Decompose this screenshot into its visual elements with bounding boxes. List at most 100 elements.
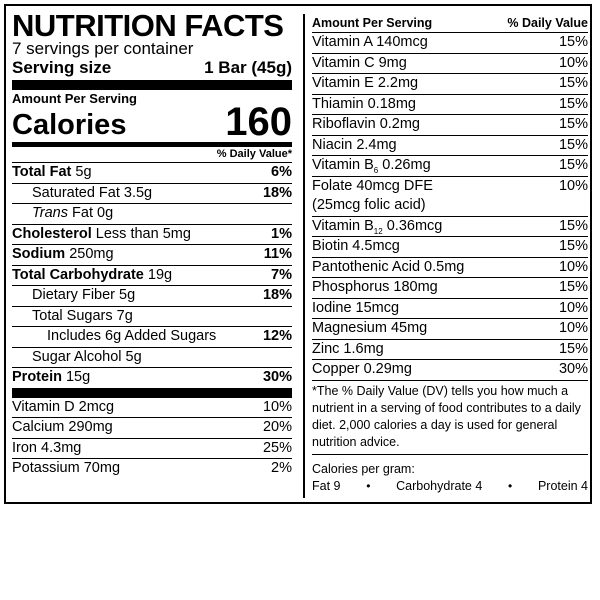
vitamin-name: Vitamin B	[312, 217, 374, 234]
vitamin-name: Vitamin B	[312, 157, 374, 173]
vitamin-row-iodine: Iodine 15mcg 10%	[312, 299, 588, 319]
vitamin-dv: 10%	[558, 320, 588, 336]
nutrient-amount: 7g	[116, 307, 133, 324]
nutrient-row-total-carbohydrate: Total Carbohydrate 19g 7%	[12, 266, 292, 286]
nutrient-name: Protein	[12, 369, 62, 385]
nutrient-name: Includes 6g Added Sugars	[47, 328, 217, 344]
vitamin-row-vitamin-a: Vitamin A 140mcg 15%	[312, 33, 588, 54]
nutrient-amount: 5g	[75, 164, 92, 180]
vitamin-subscript: 12	[373, 226, 383, 236]
vitamin-name: Thiamin 0.18mg	[312, 95, 416, 112]
nutrient-row-sugar-alcohol: Sugar Alcohol 5g	[12, 348, 292, 368]
vitamin-dv: 30%	[558, 361, 588, 377]
nutrient-amount: 5g	[125, 348, 142, 365]
serving-size-value: 1 Bar (45g)	[204, 58, 292, 77]
vitamin-name: Zinc 1.6mg	[312, 340, 384, 357]
vitamin-row-vitamin-c: Vitamin C 9mg 10%	[312, 54, 588, 74]
nutrient-amount: 250mg	[69, 246, 114, 262]
vitamin-row-folate: Folate 40mcg DFE (25mcg folic acid) 10%	[312, 177, 588, 217]
nutrient-name-italic: Trans	[32, 205, 68, 221]
nutrient-amount: 3.5g	[123, 184, 153, 201]
calories-value: 160	[225, 100, 292, 144]
vitamin-name: Copper 0.29mg	[312, 361, 412, 377]
vitamin-amount: 0.26mg	[378, 157, 431, 173]
nutrient-amount: 0g	[97, 205, 114, 221]
medium-divider	[12, 142, 292, 147]
vitamin-name: Vitamin E 2.2mg	[312, 75, 419, 91]
daily-value-header: % Daily Value*	[12, 147, 292, 163]
nutrient-name: Total Fat	[12, 164, 72, 180]
bullet-separator: •	[508, 478, 513, 493]
servings-per-container: 7 servings per container	[12, 39, 194, 58]
nutrient-amount: 5g	[119, 287, 136, 303]
nutrient-name: Dietary Fiber	[32, 287, 115, 303]
column-divider	[303, 14, 305, 498]
vitamin-dv: 10%	[558, 177, 588, 194]
nutrient-row-protein: Protein 15g 30%	[12, 368, 292, 388]
right-header-amount-label: Amount Per Serving	[312, 16, 433, 30]
right-header: Amount Per Serving % Daily Value	[312, 14, 588, 33]
nutrient-dv: 7%	[271, 266, 292, 283]
right-column: Amount Per Serving % Daily Value Vitamin…	[312, 14, 588, 495]
vitamin-dv: 2%	[271, 460, 292, 476]
nutrient-row-saturated-fat: Saturated Fat 3.5g 18%	[12, 184, 292, 204]
vitamin-amount: 0.36mcg	[382, 217, 443, 234]
panel-title: NUTRITION FACTS	[12, 8, 284, 43]
nutrient-name: Sodium	[12, 246, 66, 262]
vitamin-row-iron: Iron 4.3mg 25%	[12, 439, 292, 459]
nutrient-dv: 18%	[262, 184, 292, 201]
vitamin-dv: 15%	[558, 157, 588, 173]
vitamin-name: Vitamin A 140mcg	[312, 34, 428, 50]
nutrient-row-trans-fat: Trans Fat 0g	[12, 204, 292, 225]
vitamin-name: Iodine 15mcg	[312, 299, 400, 316]
vitamin-row-vitamin-d: Vitamin D 2mcg 10%	[12, 398, 292, 418]
nutrient-dv: 11%	[263, 246, 292, 262]
serving-size-row: Serving size 1 Bar (45g)	[12, 58, 292, 78]
amount-per-serving-label: Amount Per Serving	[12, 91, 137, 106]
vitamin-row-riboflavin: Riboflavin 0.2mg 15%	[312, 115, 588, 136]
nutrient-dv: 30%	[262, 369, 292, 385]
vitamin-row-pantothenic-acid: Pantothenic Acid 0.5mg 10%	[312, 258, 588, 278]
nutrient-row-total-fat: Total Fat 5g 6%	[12, 163, 292, 184]
vitamin-name: Iron	[12, 439, 37, 456]
right-header-dv-label: % Daily Value	[507, 16, 588, 30]
vitamin-row-potassium: Potassium 70mg 2%	[12, 459, 292, 479]
calories-per-gram-carbohydrate: Carbohydrate 4	[396, 478, 483, 493]
vitamin-dv: 15%	[558, 34, 588, 50]
nutrient-row-sodium: Sodium 250mg 11%	[12, 245, 292, 266]
vitamin-dv: 15%	[558, 75, 588, 91]
thick-divider	[12, 387, 292, 398]
vitamin-dv: 20%	[262, 419, 292, 435]
vitamin-row-vitamin-e: Vitamin E 2.2mg 15%	[312, 74, 588, 95]
vitamin-row-magnesium: Magnesium 45mg 10%	[312, 319, 588, 340]
vitamin-amount: 2mcg	[78, 398, 115, 415]
vitamin-name: Niacin 2.4mg	[312, 136, 397, 153]
vitamin-dv: 10%	[558, 299, 588, 316]
vitamin-name: Pantothenic Acid 0.5mg	[312, 258, 465, 275]
vitamin-dv: 15%	[558, 136, 588, 153]
nutrient-dv: 12%	[262, 328, 292, 344]
vitamin-dv: 15%	[558, 95, 588, 112]
nutrient-row-cholesterol: Cholesterol Less than 5mg 1%	[12, 225, 292, 245]
nutrient-name: Total Carbohydrate	[12, 266, 144, 283]
nutrient-dv: 1%	[271, 225, 292, 242]
vitamin-row-thiamin: Thiamin 0.18mg 15%	[312, 95, 588, 115]
vitamin-row-calcium: Calcium 290mg 20%	[12, 418, 292, 439]
daily-value-footnote: *The % Daily Value (DV) tells you how mu…	[312, 383, 588, 455]
vitamin-row-vitamin-b6: Vitamin B6 0.26mg 15%	[312, 156, 588, 177]
calories-per-gram-protein: Protein 4	[537, 478, 588, 493]
vitamin-amount: 70mg	[83, 460, 121, 476]
thick-divider	[12, 80, 292, 90]
bullet-separator: •	[366, 478, 371, 493]
vitamin-dv: 15%	[558, 340, 588, 357]
nutrient-amount: 19g	[147, 266, 173, 283]
calories-per-gram-fat: Fat 9	[312, 478, 341, 493]
nutrient-dv: 18%	[262, 287, 292, 303]
vitamin-dv: 25%	[262, 439, 292, 456]
nutrient-row-added-sugars: Includes 6g Added Sugars 12%	[12, 327, 292, 348]
vitamin-name: Phosphorus 180mg	[312, 279, 438, 295]
nutrient-name: Sugar Alcohol	[32, 348, 122, 365]
vitamin-name: Vitamin D	[12, 398, 75, 415]
nutrient-amount: Less than 5mg	[95, 225, 191, 242]
vitamin-row-niacin: Niacin 2.4mg 15%	[312, 136, 588, 156]
